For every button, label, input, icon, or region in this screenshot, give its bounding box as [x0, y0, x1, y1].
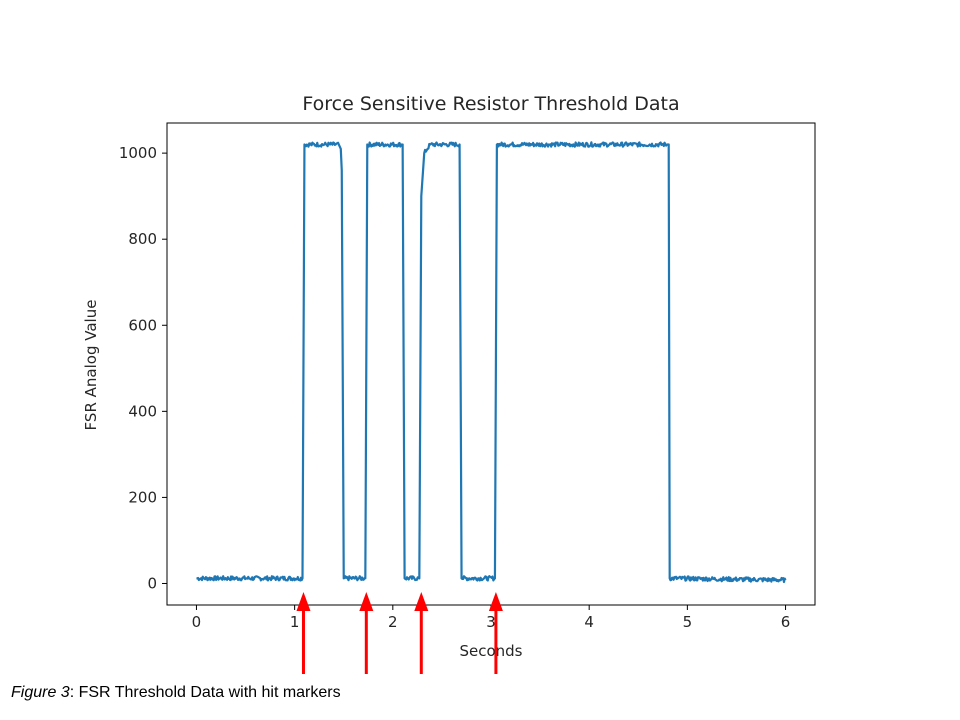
hit-marker-head [359, 592, 374, 611]
y-tick-label: 0 [147, 574, 157, 592]
y-axis-label: FSR Analog Value [82, 300, 100, 431]
chart-title: Force Sensitive Resistor Threshold Data [302, 93, 679, 115]
y-tick-label: 600 [128, 316, 157, 334]
y-tick-label: 1000 [119, 144, 157, 162]
x-tick-label: 0 [192, 613, 202, 631]
y-tick-label: 400 [128, 402, 157, 420]
figure-label: Figure 3 [11, 684, 70, 701]
y-tick-label: 800 [128, 230, 157, 248]
figure-caption-text: : FSR Threshold Data with hit markers [69, 684, 341, 701]
x-tick-label: 4 [584, 613, 594, 631]
x-tick-label: 6 [781, 613, 791, 631]
hit-marker-head [488, 592, 503, 611]
hit-marker-arrow [296, 592, 311, 674]
x-tick-label: 2 [388, 613, 398, 631]
hit-marker-head [296, 592, 311, 611]
hit-marker-arrow [359, 592, 374, 674]
y-tick-label: 200 [128, 488, 157, 506]
hit-marker-arrow [488, 592, 503, 674]
x-axis-label: Seconds [459, 642, 522, 660]
series-line-0 [196, 141, 787, 584]
x-tick-label: 5 [683, 613, 693, 631]
figure-caption: Figure 3: FSR Threshold Data with hit ma… [11, 684, 341, 702]
plot-frame [166, 122, 816, 606]
hit-marker-head [414, 592, 429, 611]
hit-marker-arrow [414, 592, 429, 674]
x-tick-label: 1 [290, 613, 300, 631]
plot-area: 0 1 2 3 4 5 6 0 200 400 600 800 1000 [119, 122, 816, 674]
x-tick-label: 3 [486, 613, 496, 631]
